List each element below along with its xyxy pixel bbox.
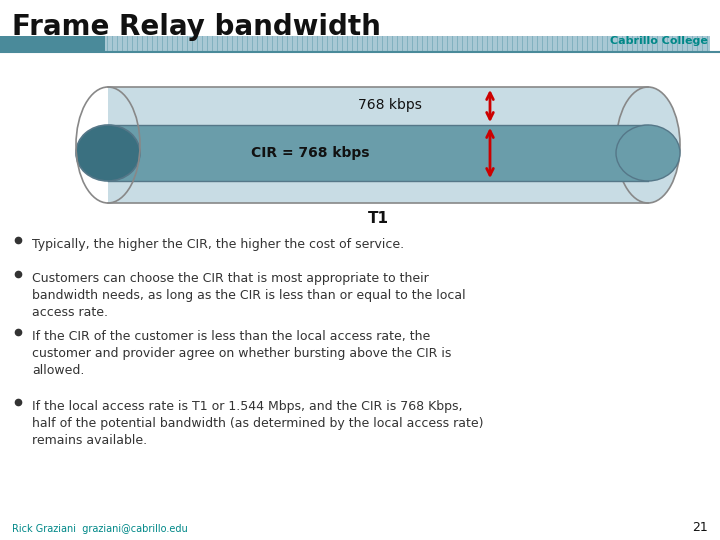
Text: Rick Graziani  graziani@cabrillo.edu: Rick Graziani graziani@cabrillo.edu [12,524,188,534]
Text: Cabrillo College: Cabrillo College [610,36,708,46]
Text: T1: T1 [367,211,389,226]
Text: Frame Relay bandwidth: Frame Relay bandwidth [12,13,381,41]
Text: If the local access rate is T1 or 1.544 Mbps, and the CIR is 768 Kbps,
half of t: If the local access rate is T1 or 1.544 … [32,400,484,447]
Text: 21: 21 [692,521,708,534]
Text: CIR = 768 kbps: CIR = 768 kbps [251,146,369,160]
Ellipse shape [616,125,680,181]
Text: Typically, the higher the CIR, the higher the cost of service.: Typically, the higher the CIR, the highe… [32,238,404,251]
Bar [108,87,648,203]
Bar [108,125,648,181]
Text: 768 kbps: 768 kbps [358,98,422,112]
Ellipse shape [616,87,680,203]
Bar [105,36,710,52]
Text: If the CIR of the customer is less than the local access rate, the
customer and : If the CIR of the customer is less than … [32,330,451,377]
Text: Customers can choose the CIR that is most appropriate to their
bandwidth needs, : Customers can choose the CIR that is mos… [32,272,466,319]
Ellipse shape [76,125,140,181]
Bar [0,36,105,52]
